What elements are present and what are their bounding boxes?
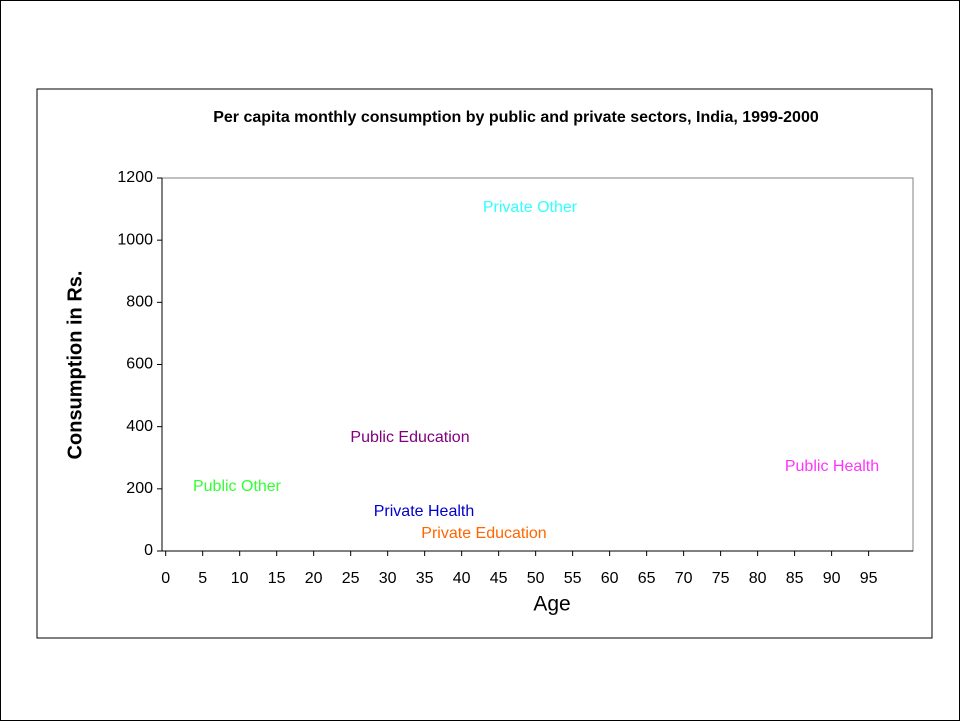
plot-area — [161, 177, 914, 552]
series-label: Private Education — [421, 525, 546, 542]
x-tick-label: 20 — [305, 570, 323, 587]
series-label: Private Health — [374, 503, 475, 520]
chart-title: Per capita monthly consumption by public… — [213, 109, 819, 126]
x-tick-label: 45 — [490, 570, 508, 587]
x-tick-label: 5 — [198, 570, 207, 587]
series-label: Public Other — [193, 478, 282, 495]
y-tick-label: 400 — [126, 418, 153, 435]
x-tick-label: 0 — [161, 570, 170, 587]
chart-box — [36, 88, 933, 639]
y-tick-label: 1000 — [117, 231, 153, 248]
series-label: Public Education — [350, 429, 469, 446]
y-tick-label: 200 — [126, 480, 153, 497]
x-tick-label: 65 — [638, 570, 656, 587]
x-tick-label: 70 — [675, 570, 693, 587]
x-tick-label: 85 — [786, 570, 804, 587]
x-tick-label: 35 — [416, 570, 434, 587]
x-tick-label: 25 — [342, 570, 360, 587]
y-axis-label: Consumption in Rs. — [64, 271, 86, 460]
x-tick-label: 40 — [453, 570, 471, 587]
x-tick-label: 15 — [268, 570, 286, 587]
x-tick-label: 50 — [527, 570, 545, 587]
x-tick-label: 80 — [749, 570, 767, 587]
series-label: Private Other — [483, 199, 578, 216]
y-tick-label: 800 — [126, 294, 153, 311]
y-tick-label: 600 — [126, 356, 153, 373]
x-tick-label: 55 — [564, 570, 582, 587]
x-tick-label: 60 — [601, 570, 619, 587]
x-tick-label: 75 — [712, 570, 730, 587]
series-label: Public Health — [785, 458, 879, 475]
y-tick-label: 1200 — [117, 169, 153, 186]
y-tick-label: 0 — [144, 542, 153, 559]
x-axis-label: Age — [533, 593, 570, 616]
x-tick-label: 10 — [231, 570, 249, 587]
x-tick-label: 90 — [823, 570, 841, 587]
x-tick-label: 30 — [379, 570, 397, 587]
x-tick-label: 95 — [860, 570, 878, 587]
